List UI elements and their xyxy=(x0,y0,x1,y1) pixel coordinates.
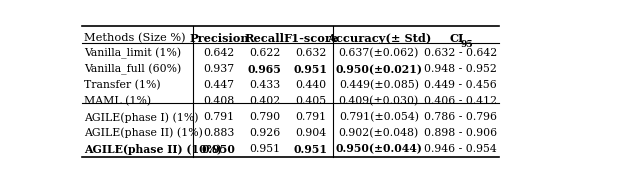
Text: 0.409(±0.030): 0.409(±0.030) xyxy=(339,96,419,106)
Text: Methods (Size %): Methods (Size %) xyxy=(84,33,186,43)
Text: 0.950: 0.950 xyxy=(202,144,236,155)
Text: 0.449 - 0.456: 0.449 - 0.456 xyxy=(424,80,497,90)
Text: 0.447: 0.447 xyxy=(204,80,234,90)
Text: Vanilla_full (60%): Vanilla_full (60%) xyxy=(84,64,181,75)
Text: 0.632: 0.632 xyxy=(295,48,326,58)
Text: Accuracy(± Std): Accuracy(± Std) xyxy=(326,33,431,44)
Text: 0.948 - 0.952: 0.948 - 0.952 xyxy=(424,64,497,74)
Text: CI: CI xyxy=(449,33,464,44)
Text: F1-score: F1-score xyxy=(283,33,338,44)
Text: Vanilla_limit (1%): Vanilla_limit (1%) xyxy=(84,48,181,59)
Text: 0.951: 0.951 xyxy=(249,144,280,154)
Text: 0.408: 0.408 xyxy=(204,96,234,106)
Text: 0.791: 0.791 xyxy=(295,112,326,122)
Text: 0.965: 0.965 xyxy=(248,64,282,75)
Text: 0.791: 0.791 xyxy=(204,112,234,122)
Text: 0.632 - 0.642: 0.632 - 0.642 xyxy=(424,48,497,58)
Text: 0.402: 0.402 xyxy=(249,96,280,106)
Text: 0.406 - 0.412: 0.406 - 0.412 xyxy=(424,96,497,106)
Text: Transfer (1%): Transfer (1%) xyxy=(84,80,161,91)
Text: 0.883: 0.883 xyxy=(203,128,235,138)
Text: 0.946 - 0.954: 0.946 - 0.954 xyxy=(424,144,497,154)
Text: Recall: Recall xyxy=(244,33,285,44)
Text: 0.898 - 0.906: 0.898 - 0.906 xyxy=(424,128,497,138)
Text: 0.926: 0.926 xyxy=(249,128,280,138)
Text: 0.904: 0.904 xyxy=(295,128,326,138)
Text: 0.637(±0.062): 0.637(±0.062) xyxy=(339,48,419,59)
Text: 0.642: 0.642 xyxy=(204,48,234,58)
Text: 95: 95 xyxy=(461,40,474,49)
Text: 0.790: 0.790 xyxy=(249,112,280,122)
Text: AGILE(phase II) (10%): AGILE(phase II) (10%) xyxy=(84,144,222,155)
Text: 0.786 - 0.796: 0.786 - 0.796 xyxy=(424,112,497,122)
Text: 0.950(±0.044): 0.950(±0.044) xyxy=(335,144,422,155)
Text: 0.791(±0.054): 0.791(±0.054) xyxy=(339,112,419,122)
Text: MAML (1%): MAML (1%) xyxy=(84,96,151,106)
Text: 0.433: 0.433 xyxy=(249,80,280,90)
Text: 0.937: 0.937 xyxy=(204,64,234,74)
Text: 0.951: 0.951 xyxy=(294,64,328,75)
Text: AGILE(phase II) (1%): AGILE(phase II) (1%) xyxy=(84,128,203,138)
Text: 0.951: 0.951 xyxy=(294,144,328,155)
Text: 0.440: 0.440 xyxy=(295,80,326,90)
Text: 0.622: 0.622 xyxy=(249,48,280,58)
Text: Precision: Precision xyxy=(189,33,249,44)
Text: 0.405: 0.405 xyxy=(295,96,326,106)
Text: 0.449(±0.085): 0.449(±0.085) xyxy=(339,80,419,91)
Text: 0.902(±0.048): 0.902(±0.048) xyxy=(339,128,419,138)
Text: AGILE(phase I) (1%): AGILE(phase I) (1%) xyxy=(84,112,198,123)
Text: 0.950(±0.021): 0.950(±0.021) xyxy=(335,64,422,75)
